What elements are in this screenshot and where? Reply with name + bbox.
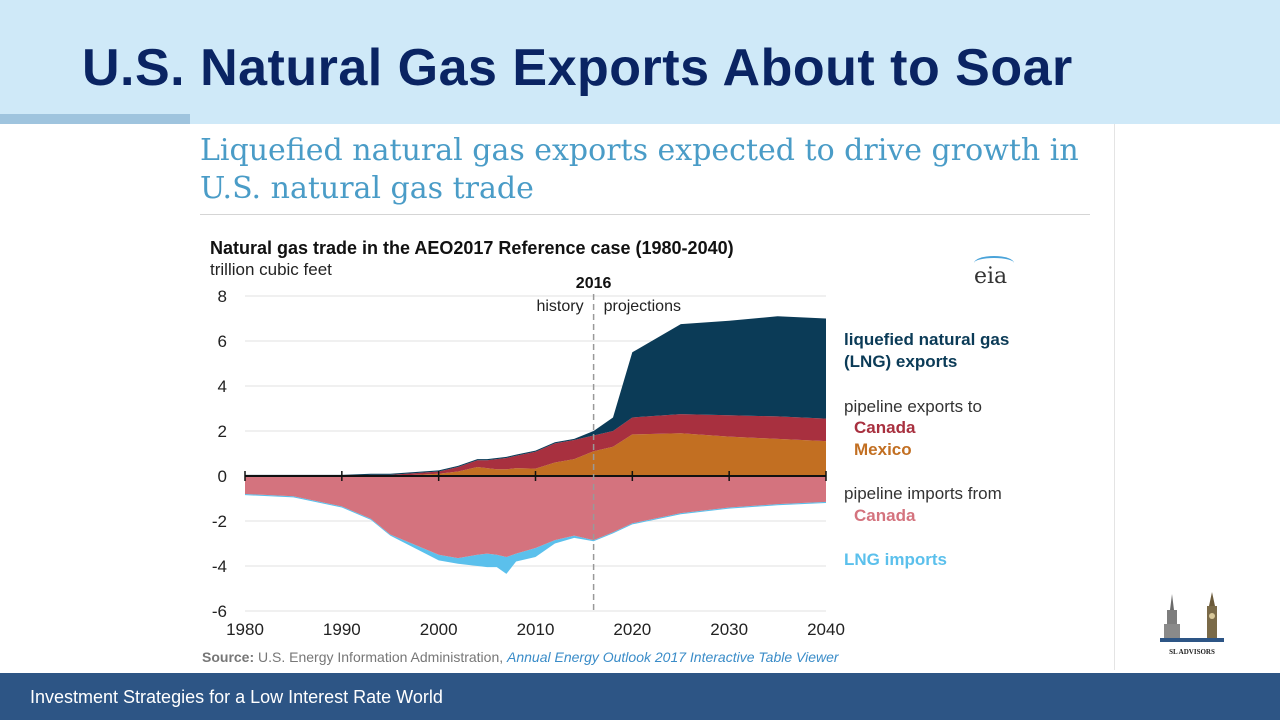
source-document-link[interactable]: Annual Energy Outlook 2017 Interactive T…	[507, 649, 839, 665]
y-tick-label: -4	[212, 557, 227, 576]
slide-footer: Investment Strategies for a Low Interest…	[0, 673, 1280, 720]
chart-source: Source: U.S. Energy Information Administ…	[202, 649, 839, 665]
legend-pipeline-imports-title: pipeline imports from	[844, 484, 1002, 503]
x-tick-label: 2030	[710, 620, 748, 639]
legend-pipeline-exports-mexico: Mexico	[854, 440, 912, 459]
x-tick-label: 1980	[226, 620, 264, 639]
area-pipeline-imports-canada	[245, 476, 826, 559]
y-tick-label: 8	[218, 287, 227, 306]
legend-lng-imports: LNG imports	[844, 550, 947, 569]
chart-plot: 1980 1990 2000 2010 2020 2030 2040 8 6 4 2 0 -2 -4 -6 2…	[212, 275, 1009, 639]
y-tick-label: -2	[212, 512, 227, 531]
y-tick-label: 2	[218, 422, 227, 441]
x-tick-label: 2010	[517, 620, 555, 639]
eia-logo-arc	[974, 256, 1014, 270]
slide-header	[0, 0, 1280, 124]
header-accent-bar	[0, 114, 190, 124]
sl-advisors-logo: SL ADVISORS	[1160, 592, 1224, 656]
legend-lng-exports-line2: (LNG) exports	[844, 352, 957, 371]
heading-divider	[200, 214, 1090, 215]
source-org: U.S. Energy Information Administration,	[258, 649, 504, 665]
chart-card: Liquefied natural gas exports expected t…	[190, 124, 1115, 670]
divider-year-label: 2016	[576, 275, 612, 292]
chart-title: Natural gas trade in the AEO2017 Referen…	[210, 238, 734, 258]
footer-text: Investment Strategies for a Low Interest…	[30, 687, 443, 707]
eia-logo: eia	[974, 264, 1008, 289]
x-tick-label: 2040	[807, 620, 845, 639]
y-axis-label: trillion cubic feet	[210, 260, 332, 279]
y-tick-label: 6	[218, 332, 227, 351]
history-label: history	[536, 298, 583, 315]
area-pipeline-exports-mexico	[245, 433, 826, 476]
legend-pipeline-imports-canada: Canada	[854, 506, 916, 525]
x-tick-label: 2020	[613, 620, 651, 639]
legend-pipeline-exports-canada: Canada	[854, 418, 916, 437]
sl-advisors-logo-text: SL ADVISORS	[1169, 648, 1215, 656]
y-tick-label: -6	[212, 602, 227, 621]
skyline-icon	[1160, 592, 1224, 642]
area-lng-imports	[245, 494, 826, 574]
y-tick-label: 4	[218, 377, 227, 396]
legend-pipeline-exports-title: pipeline exports to	[844, 397, 982, 416]
legend-lng-exports-line1: liquefied natural gas	[844, 330, 1009, 349]
area-pipeline-exports-canada	[245, 414, 826, 476]
slide-title: U.S. Natural Gas Exports About to Soar	[82, 39, 1073, 97]
x-tick-label: 1990	[323, 620, 361, 639]
x-tick-label: 2000	[420, 620, 458, 639]
projections-label: projections	[604, 298, 681, 315]
y-tick-label: 0	[218, 467, 227, 486]
source-label: Source:	[202, 649, 255, 665]
chart-card-heading: Liquefied natural gas exports expected t…	[200, 133, 1079, 206]
area-lng-exports	[245, 316, 826, 476]
